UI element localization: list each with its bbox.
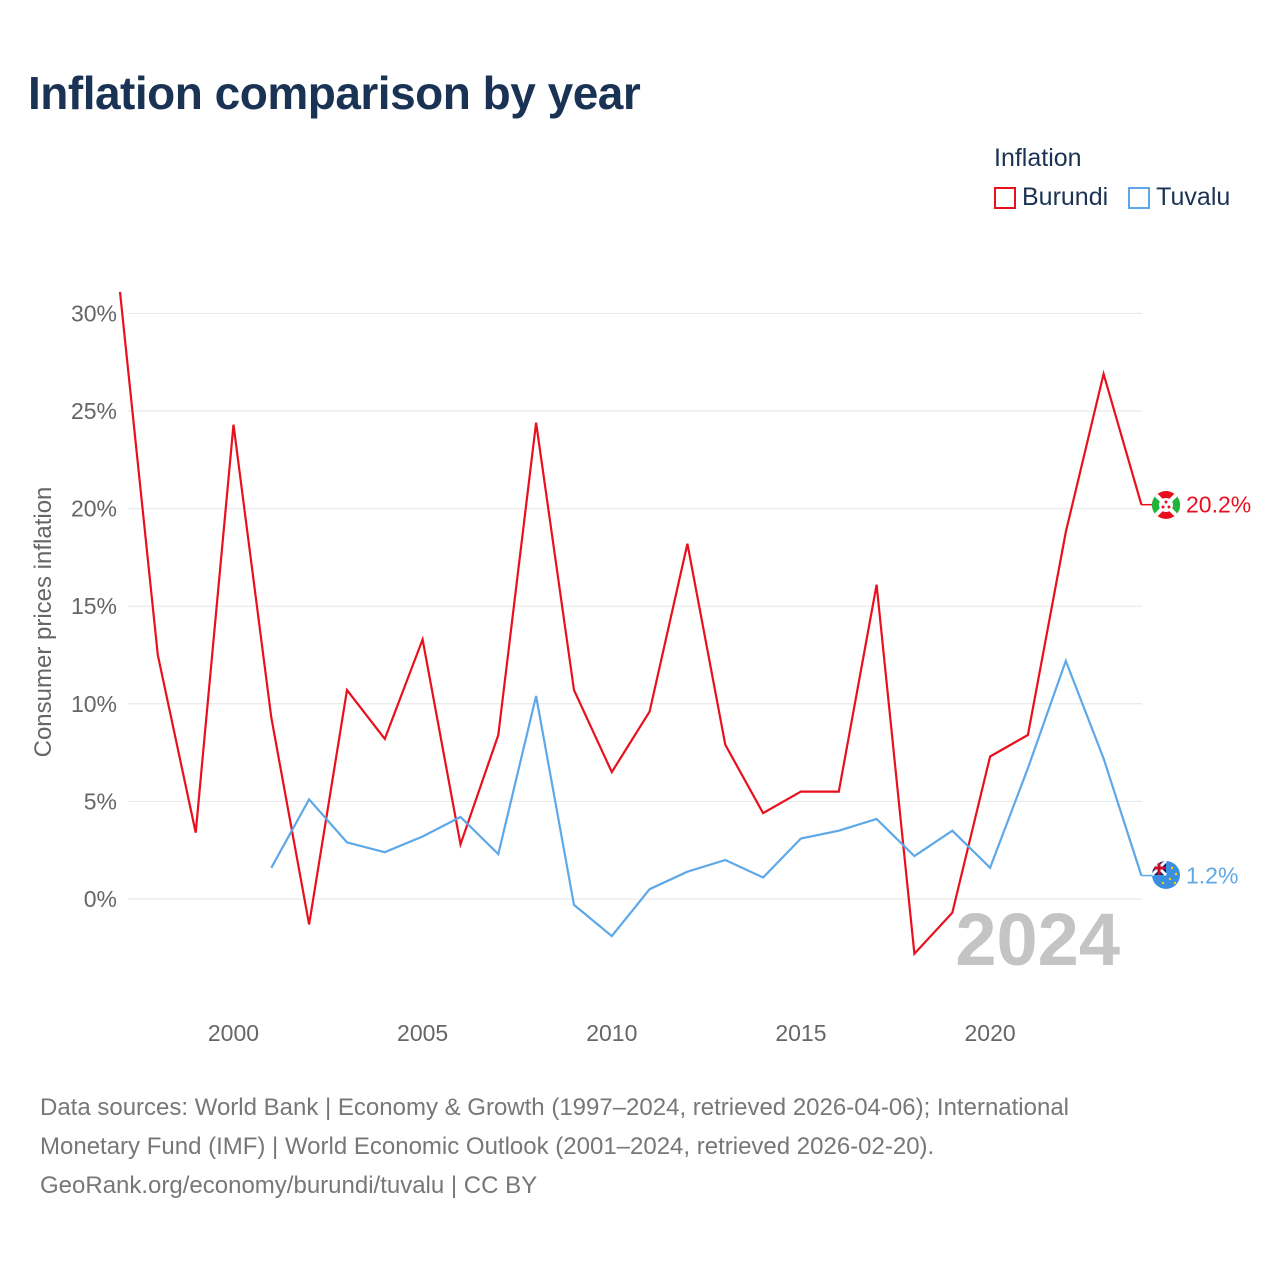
x-tick-label: 2000 [208,1020,259,1046]
y-tick-label: 0% [84,886,117,912]
end-value-label-tuvalu: 1.2% [1186,863,1238,889]
tuvalu-flag-icon [1152,861,1180,889]
legend-swatch-burundi [994,186,1016,209]
chart-title: Inflation comparison by year [28,67,641,119]
legend-item-tuvalu[interactable]: Tuvalu [1128,183,1230,212]
source-line-1: Data sources: World Bank | Economy & Gro… [40,1094,1070,1121]
y-axis-title: Consumer prices inflation [30,487,57,758]
x-tick-label: 2005 [397,1020,448,1046]
legend-label-tuvalu: Tuvalu [1156,183,1231,211]
year-watermark: 2024 [955,898,1120,981]
line-chart: 0% 5% 10% 15% 20% 25% 30% 2000 2005 2010 2015 2020 C… [30,291,1251,1046]
x-tick-label: 2010 [586,1020,637,1046]
source-line-2: Monetary Fund (IMF) | World Economic Out… [40,1133,935,1160]
legend-label-burundi: Burundi [1022,183,1109,211]
burundi-flag-icon [1152,491,1180,519]
end-value-label-burundi: 20.2% [1186,492,1251,518]
y-tick-label: 30% [71,300,117,326]
x-tick-label: 2020 [965,1020,1016,1046]
y-tick-label: 25% [71,398,117,424]
source-line-3[interactable]: GeoRank.org/economy/burundi/tuvalu | CC … [40,1172,538,1199]
legend-title: Inflation [994,144,1082,172]
legend: Inflation Burundi Tuvalu [994,144,1230,212]
series-line-burundi[interactable] [118,291,1143,957]
y-tick-label: 15% [71,593,117,619]
y-tick-label: 5% [84,788,117,814]
legend-item-burundi[interactable]: Burundi [994,183,1108,212]
y-tick-label: 20% [71,496,117,522]
y-tick-label: 10% [71,691,117,717]
x-tick-label: 2015 [775,1020,826,1046]
legend-swatch-tuvalu [1128,186,1151,209]
data-source-note: Data sources: World Bank | Economy & Gro… [40,1088,1250,1205]
series-line-tuvalu[interactable] [270,657,1143,938]
